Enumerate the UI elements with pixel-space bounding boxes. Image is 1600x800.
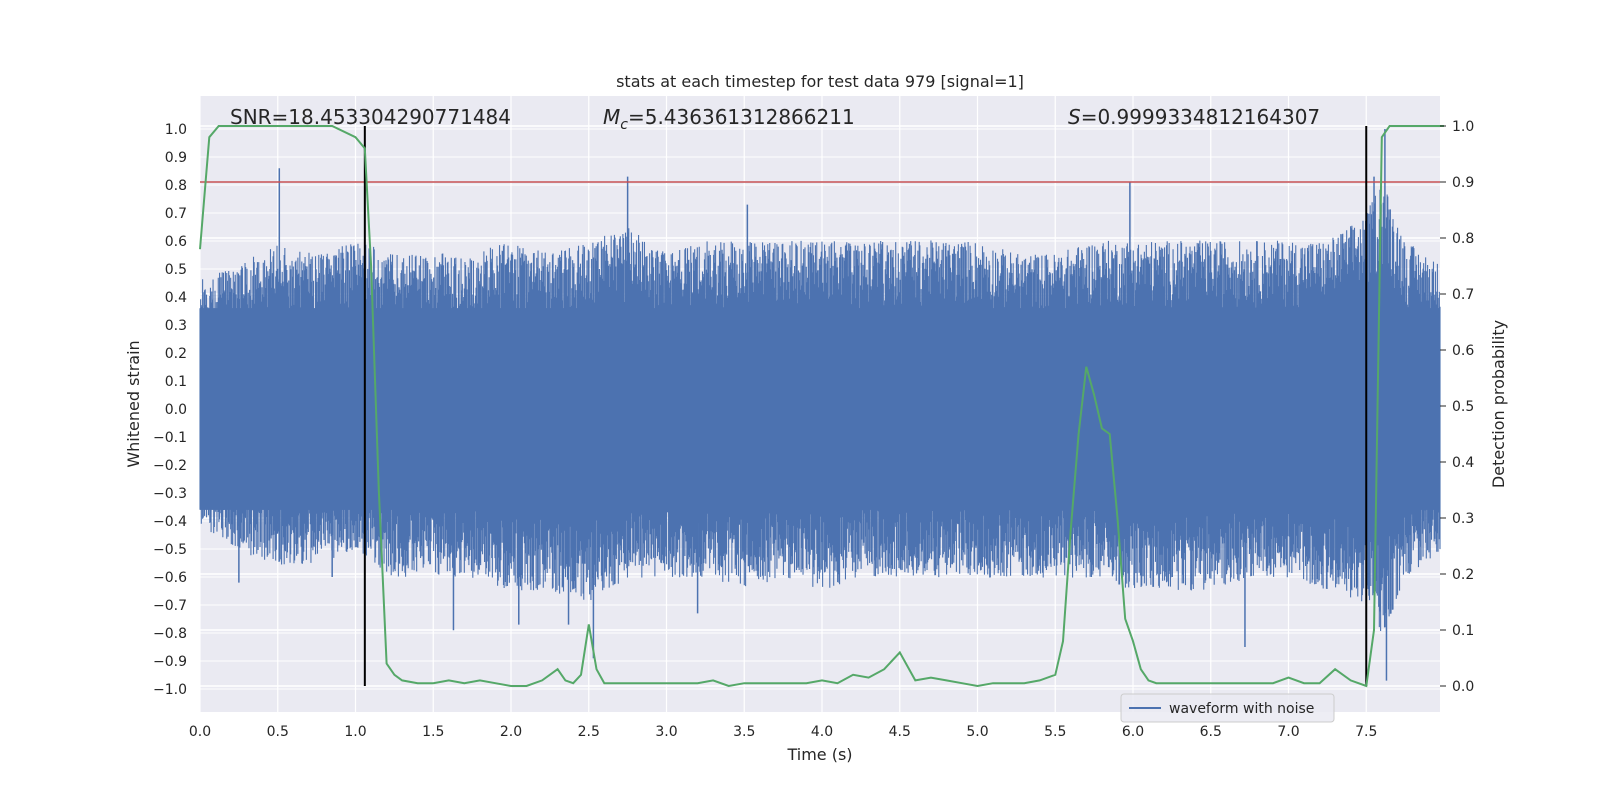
s-symbol: S <box>1068 105 1081 129</box>
x-tick-label: 4.0 <box>811 724 833 740</box>
y2-tick-label: 0.9 <box>1452 175 1474 191</box>
waveform-core <box>200 308 1440 510</box>
legend-label-waveform: waveform with noise <box>1169 701 1314 717</box>
y-tick-label: 0.3 <box>165 318 187 334</box>
y2-tick-label: 0.7 <box>1452 287 1474 303</box>
y-tick-labels: 1.0 0.9 0.8 0.7 0.6 0.5 0.4 0.3 0.2 0.1 0.0 −0.1 −0.… <box>153 122 187 698</box>
y-tick-label: 0.9 <box>165 150 187 166</box>
y-tick-label: −0.2 <box>153 458 187 474</box>
chart-title: stats at each timestep for test data 979… <box>616 72 1024 91</box>
y-tick-label: 0.6 <box>165 234 187 250</box>
x-tick-label: 6.5 <box>1200 724 1222 740</box>
x-tick-label: 1.0 <box>344 724 366 740</box>
y-tick-label: −0.4 <box>153 514 187 530</box>
y2-tick-label: 0.3 <box>1452 511 1474 527</box>
mc-value: =5.436361312866211 <box>628 105 855 129</box>
y-tick-label: −0.5 <box>153 542 187 558</box>
y-tick-label: −1.0 <box>153 682 187 698</box>
y-tick-label: −0.9 <box>153 654 187 670</box>
legend: waveform with noise <box>1120 693 1335 723</box>
x-tick-label: 1.5 <box>422 724 444 740</box>
x-tick-label: 4.5 <box>889 724 911 740</box>
y-tick-label: 0.1 <box>165 374 187 390</box>
y-tick-label: −0.6 <box>153 570 187 586</box>
y-axis-label: Whitened strain <box>124 340 143 467</box>
snr-annotation: SNR=18.453304290771484 <box>230 105 511 129</box>
y-tick-label: 1.0 <box>165 122 187 138</box>
x-tick-label: 2.5 <box>578 724 600 740</box>
y2-tick-label: 0.5 <box>1452 399 1474 415</box>
y-tick-label: 0.4 <box>165 290 187 306</box>
y-tick-label: 0.5 <box>165 262 187 278</box>
y-tick-label: 0.7 <box>165 206 187 222</box>
y2-tick-label: 0.0 <box>1452 679 1474 695</box>
y2-tick-label: 0.4 <box>1452 455 1474 471</box>
y2-tick-label: 0.6 <box>1452 343 1474 359</box>
s-value: =0.9999334812164307 <box>1081 105 1320 129</box>
y-tick-label: −0.3 <box>153 486 187 502</box>
reference-lines <box>200 126 1440 686</box>
x-tick-label: 7.0 <box>1277 724 1299 740</box>
y-tick-label: −0.1 <box>153 430 187 446</box>
x-tick-label: 7.5 <box>1355 724 1377 740</box>
y-tick-label: 0.0 <box>165 402 187 418</box>
y2-tick-label: 0.8 <box>1452 231 1474 247</box>
y-tick-label: 0.2 <box>165 346 187 362</box>
probability-series <box>199 125 1444 688</box>
x-tick-labels: 0.0 0.5 1.0 1.5 2.0 2.5 3.0 3.5 4.0 4.5 5.0 5.5 6.0 6… <box>189 724 1378 740</box>
mc-subscript: c <box>620 117 628 133</box>
x-tick-label: 6.0 <box>1122 724 1144 740</box>
y2-tick-label: 0.2 <box>1452 567 1474 583</box>
mc-annotation: Mc=5.436361312866211 <box>603 105 855 133</box>
y-tick-label: 0.8 <box>165 178 187 194</box>
legend-box <box>1120 693 1335 723</box>
y-tick-label: −0.8 <box>153 626 187 642</box>
s-annotation: S=0.9999334812164307 <box>1068 105 1320 129</box>
waveform-series <box>199 129 1441 681</box>
x-tick-label: 3.5 <box>733 724 755 740</box>
x-tick-label: 0.5 <box>267 724 289 740</box>
y2-tick-labels: 1.0 0.9 0.8 0.7 0.6 0.5 0.4 0.3 0.2 0.1 0.0 <box>1440 119 1474 695</box>
x-tick-label: 0.0 <box>189 724 211 740</box>
x-tick-label: 2.0 <box>500 724 522 740</box>
x-tick-label: 3.0 <box>655 724 677 740</box>
y2-tick-label: 1.0 <box>1452 119 1474 135</box>
x-axis-label: Time (s) <box>786 745 852 764</box>
probability-line <box>199 125 1444 688</box>
mc-symbol: M <box>603 105 620 129</box>
x-tick-label: 5.0 <box>966 724 988 740</box>
y2-axis-label: Detection probability <box>1489 320 1508 488</box>
x-tick-label: 5.5 <box>1044 724 1066 740</box>
y2-tick-label: 0.1 <box>1452 623 1474 639</box>
y-tick-label: −0.7 <box>153 598 187 614</box>
